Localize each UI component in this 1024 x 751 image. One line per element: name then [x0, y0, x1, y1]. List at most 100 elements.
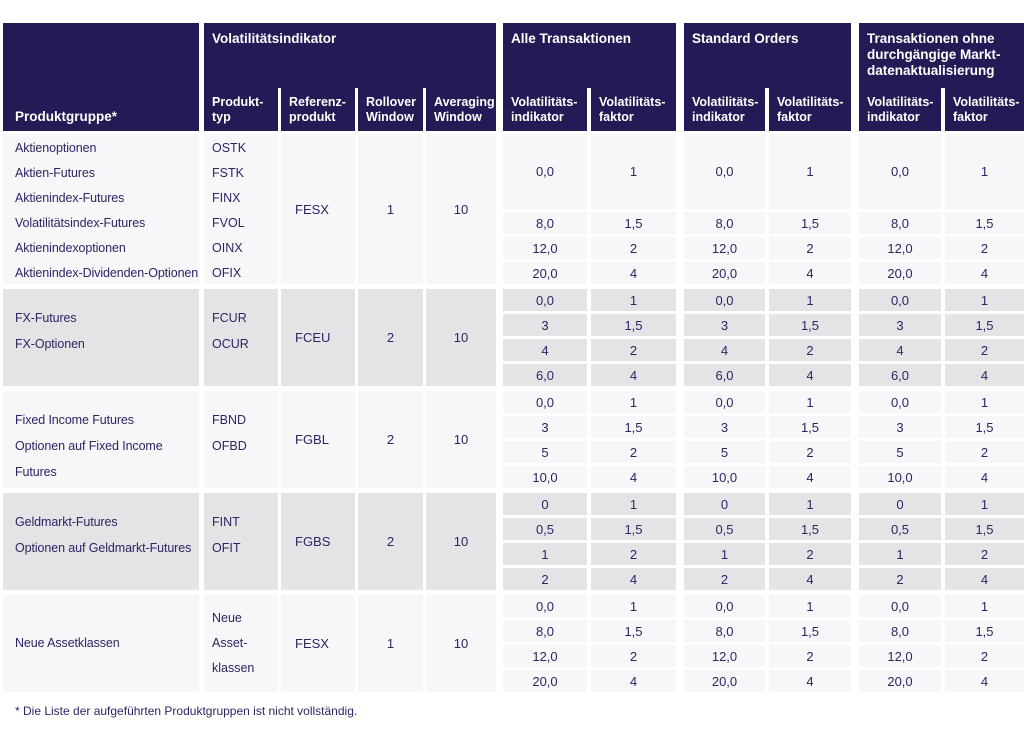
volatility-indicator-value: 5	[684, 441, 765, 463]
volatility-factor-value: 1	[591, 595, 676, 617]
table-header: Produktgruppe* Volatilitätsindikator Pro…	[3, 23, 1024, 131]
averaging-window: 10	[426, 391, 496, 488]
product-name: Aktienindex-Dividenden-Optionen	[15, 266, 199, 280]
rollover-window: 1	[358, 595, 423, 692]
volatility-indicator-value: 0,0	[684, 391, 765, 413]
volatility-factor-value: 1	[769, 134, 851, 209]
product-type-code: Neue Asset-klassen	[212, 611, 255, 675]
volatility-factor-value: 4	[591, 568, 676, 590]
product-type-code: FINT	[212, 515, 240, 529]
volatility-indicator-value: 5	[859, 441, 941, 463]
header-group-label-alle-transaktionen: Alle Transaktionen	[511, 31, 632, 46]
reference-product: FESX	[281, 134, 355, 284]
volatility-indicator-value: 10,0	[859, 466, 941, 488]
volatility-factor-value: 2	[591, 441, 676, 463]
volatility-indicator-value: 20,0	[684, 670, 765, 692]
volatility-indicator-value: 12,0	[859, 237, 941, 259]
volatility-indicator-value: 5	[503, 441, 587, 463]
col-alle-indikator: 0,0 8,0 12,0 20,0	[503, 134, 587, 284]
col-alle-faktor: 1 1,5 2 4	[591, 493, 676, 590]
col-alle-indikator: 0,0 3 4 6,0	[503, 289, 587, 386]
col-ohne-faktor: 1 1,5 2 4	[945, 134, 1024, 284]
volatility-factor-value: 4	[769, 568, 851, 590]
subheader-averaging-window: Averaging Window	[423, 88, 496, 131]
volatility-factor-value: 1,5	[769, 314, 851, 336]
volatility-indicator-value: 1	[503, 543, 587, 565]
volatility-indicator-value: 12,0	[503, 645, 587, 667]
page: Produktgruppe* Volatilitätsindikator Pro…	[3, 23, 1024, 718]
volatility-indicator-value: 4	[503, 339, 587, 361]
col-ohne-indikator: 0 0,5 1 2	[859, 493, 941, 590]
subheader-row-standard-orders: Volatilitäts-indikator Volatilitäts-fakt…	[684, 88, 851, 131]
product-name-cell: Geldmarkt-Futures Optionen auf Geldmarkt…	[3, 493, 199, 590]
volatility-factor-value: 1	[945, 493, 1024, 515]
col-alle-indikator: 0,0 3 5 10,0	[503, 391, 587, 488]
volatility-factor-value: 4	[591, 262, 676, 284]
volatility-factor-value: 1,5	[769, 518, 851, 540]
volatility-factor-value: 1	[769, 595, 851, 617]
volatility-factor-value: 1,5	[945, 620, 1024, 642]
product-group-aktien: Aktienoptionen Aktien-Futures Aktieninde…	[3, 134, 1024, 284]
volatility-factor-value: 2	[945, 441, 1024, 463]
volatility-indicator-value: 2	[503, 568, 587, 590]
volatility-indicator-value: 20,0	[859, 670, 941, 692]
volatility-factor-value: 4	[945, 568, 1024, 590]
volatility-factor-value: 2	[769, 441, 851, 463]
volatility-indicator-value: 0	[684, 493, 765, 515]
subheader-ohne-faktor: Volatilitäts-faktor	[941, 88, 1024, 131]
subheader-produkttyp: Produkt-typ	[212, 95, 264, 124]
volatility-indicator-value: 0,0	[503, 391, 587, 413]
product-name-cell: Aktienoptionen Aktien-Futures Aktieninde…	[3, 134, 199, 284]
volatility-factor-value: 1	[945, 134, 1024, 209]
reference-product: FESX	[281, 595, 355, 692]
product-type-code: OINX	[212, 241, 243, 255]
product-name: Neue Assetklassen	[15, 636, 120, 650]
col-ohne-faktor: 1 1,5 2 4	[945, 289, 1024, 386]
col-alle-faktor: 1 1,5 2 4	[591, 595, 676, 692]
product-type-code: FINX	[212, 191, 241, 205]
header-group-transaktionen-ohne: Transaktionen ohne durchgängige Markt-da…	[859, 23, 1024, 131]
volatility-factor-value: 1	[591, 134, 676, 209]
volatility-indicator-value: 0,0	[859, 595, 941, 617]
volatility-factor-value: 1,5	[945, 518, 1024, 540]
volatility-factor-value: 4	[591, 670, 676, 692]
volatility-indicator-value: 8,0	[859, 212, 941, 234]
volatility-indicator-value: 12,0	[684, 645, 765, 667]
volatility-factor-value: 1,5	[591, 212, 676, 234]
product-name: Aktienoptionen	[15, 141, 97, 155]
volatility-factor-value: 2	[769, 237, 851, 259]
volatility-factor-value: 1,5	[769, 212, 851, 234]
volatility-indicator-value: 4	[684, 339, 765, 361]
volatility-indicator-value: 10,0	[684, 466, 765, 488]
product-name: Aktienindex-Futures	[15, 191, 125, 205]
header-produktgruppe: Produktgruppe*	[3, 23, 199, 131]
volatility-factor-value: 2	[769, 339, 851, 361]
volatility-indicator-value: 12,0	[859, 645, 941, 667]
product-type-code: FBND	[212, 413, 247, 427]
volatility-factor-value: 1	[945, 595, 1024, 617]
product-group-neue-assetklassen: Neue Assetklassen Neue Asset-klassen FES…	[3, 595, 1024, 692]
volatility-factor-value: 4	[945, 466, 1024, 488]
header-group-label-transaktionen-ohne: Transaktionen ohne durchgängige Markt-da…	[867, 31, 1001, 78]
product-type-code: OCUR	[212, 337, 249, 351]
col-ohne-indikator: 0,0 8,0 12,0 20,0	[859, 595, 941, 692]
product-name: Volatilitätsindex-Futures	[15, 216, 146, 230]
subheader-alle-indikator: Volatilitäts-indikator	[511, 95, 578, 124]
header-group-alle-transaktionen: Alle Transaktionen Volatilitäts-indikato…	[503, 23, 676, 131]
rollover-window: 1	[358, 134, 423, 284]
header-group-label-standard-orders: Standard Orders	[692, 31, 799, 46]
volatility-indicator-value: 3	[684, 416, 765, 438]
volatility-factor-value: 2	[945, 339, 1024, 361]
subheader-standard-faktor: Volatilitäts-faktor	[765, 88, 851, 131]
product-type-cell: Neue Asset-klassen	[204, 595, 278, 692]
product-group-geldmarkt: Geldmarkt-Futures Optionen auf Geldmarkt…	[3, 493, 1024, 590]
volatility-indicator-value: 1	[684, 543, 765, 565]
reference-product: FGBS	[281, 493, 355, 590]
volatility-indicator-value: 0,0	[859, 134, 941, 209]
volatility-indicator-value: 0,0	[684, 289, 765, 311]
volatility-factor-value: 2	[591, 339, 676, 361]
volatility-factor-value: 1,5	[945, 416, 1024, 438]
subheader-ohne-indikator: Volatilitäts-indikator	[867, 95, 934, 124]
col-ohne-indikator: 0,0 3 4 6,0	[859, 289, 941, 386]
volatility-indicator-value: 20,0	[684, 262, 765, 284]
